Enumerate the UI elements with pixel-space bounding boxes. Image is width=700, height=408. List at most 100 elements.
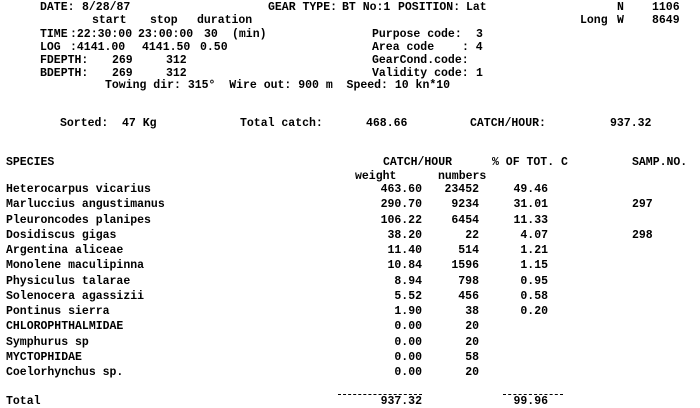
cell-species: Heterocarpus vicarius [6,183,151,196]
pct-total-divider [503,394,563,395]
header-numbers: numbers [438,170,487,183]
fdepth-start: 269 [112,54,133,67]
cell-weight: 38.20 [387,228,422,242]
lat-value: 1106 [652,1,680,14]
cell-pct: 0.20 [520,305,548,318]
total-divider [338,394,422,395]
cell-numbers: 20 [465,335,479,349]
fdepth-stop: 312 [166,54,187,67]
lat-hemisphere: N [617,1,624,14]
cell-species: Pontinus sierra [6,305,110,318]
area-label: Area code [372,41,435,54]
long-label: Long [580,14,608,27]
cell-weight: 11.40 [387,244,422,257]
cell-pct: 1.15 [520,259,548,273]
cell-species: Coelorhynchus sp. [6,366,124,379]
cell-numbers: 6454 [451,213,479,227]
cell-species: Dosidiscus gigas [6,228,117,242]
cell-weight: 0.00 [394,350,422,364]
time-label: TIME [40,28,68,41]
log-label: LOG [40,41,61,54]
cell-samp: 298 [632,228,653,242]
cell-weight: 0.00 [394,335,422,349]
cell-numbers: 456 [458,289,479,303]
cell-weight: 0.00 [394,366,422,379]
cell-pct: 31.01 [513,198,548,212]
bdepth-label: BDEPTH: [40,67,89,80]
cell-weight: 5.52 [394,289,422,303]
header-weight: weight [355,170,397,183]
date-value: 8/28/87 [82,1,131,14]
col-start: start [92,14,127,27]
header-species: SPECIES [6,156,55,169]
area-value: : 4 [462,41,483,54]
cell-weight: 1.90 [394,305,422,318]
total-catch-label: Total catch: [240,117,323,130]
cell-weight: 290.70 [380,198,422,212]
cell-species: Pleuroncodes planipes [6,213,151,227]
total-pct: 99.96 [513,395,548,408]
cell-pct: 11.33 [513,213,548,227]
validity-value: 1 [476,67,483,80]
total-catch-value: 468.66 [366,117,408,130]
header-pct: % OF TOT. C [492,156,568,169]
cell-weight: 8.94 [394,274,422,288]
header-samp: SAMP.NO. [632,156,688,169]
catch-hour-value: 937.32 [610,117,652,130]
col-duration: duration [197,14,253,27]
bdepth-start: 269 [112,67,133,80]
position-label: POSITION: [398,1,461,14]
long-value: 8649 [652,14,680,27]
cell-numbers: 22 [465,228,479,242]
cell-species: Monolene maculipinna [6,259,145,273]
purpose-value: 3 [476,28,483,41]
cell-numbers: 1596 [451,259,479,273]
cell-samp: 297 [632,198,653,212]
time-unit: (min) [232,28,267,41]
long-hemisphere: W [617,14,624,27]
cell-species: Symphurus sp [6,335,89,349]
cell-pct: 4.07 [520,228,548,242]
cell-numbers: 38 [465,305,479,318]
catch-hour-label: CATCH/HOUR: [470,117,546,130]
log-duration: 0.50 [200,41,228,54]
log-stop: 4141.50 [142,41,191,54]
cell-pct: 1.21 [520,244,548,257]
cell-numbers: 798 [458,274,479,288]
cell-weight: 463.60 [380,183,422,196]
validity-label: Validity code: [372,67,469,80]
cell-numbers: 20 [465,366,479,379]
cell-pct: 49.46 [513,183,548,196]
cell-species: MYCTOPHIDAE [6,350,82,364]
time-stop: 23:00:00 [138,28,194,41]
cell-species: Argentina aliceae [6,244,124,257]
towing-info: Towing dir: 315° Wire out: 900 m Speed: … [105,79,451,92]
cell-numbers: 23452 [444,183,479,196]
cell-weight: 10.84 [387,259,422,273]
bdepth-stop: 312 [166,67,187,80]
sorted-value: 47 Kg [122,117,157,130]
log-start: :4141.00 [70,41,126,54]
gear-label: GEAR TYPE: [268,1,338,14]
time-start: :22:30:00 [70,28,133,41]
col-stop: stop [150,14,178,27]
cell-numbers: 514 [458,244,479,257]
purpose-label: Purpose code: [372,28,462,41]
cell-species: Physiculus talarae [6,274,131,288]
cell-species: Marluccius angustimanus [6,198,165,212]
total-weight: 937.32 [380,395,422,408]
cell-species: Solenocera agassizii [6,289,145,303]
cell-numbers: 58 [465,350,479,364]
cell-pct: 0.58 [520,289,548,303]
gearcond-label: GearCond.code: [372,54,469,67]
sorted-label: Sorted: [60,117,109,130]
cell-numbers: 20 [465,320,479,334]
date-label: DATE: [40,1,75,14]
cell-weight: 0.00 [394,320,422,334]
cell-weight: 106.22 [380,213,422,227]
cell-numbers: 9234 [451,198,479,212]
time-duration: 30 [204,28,218,41]
total-label: Total [6,395,41,408]
lat-label: Lat [466,1,487,14]
gear-value: BT No:1 [342,1,391,14]
